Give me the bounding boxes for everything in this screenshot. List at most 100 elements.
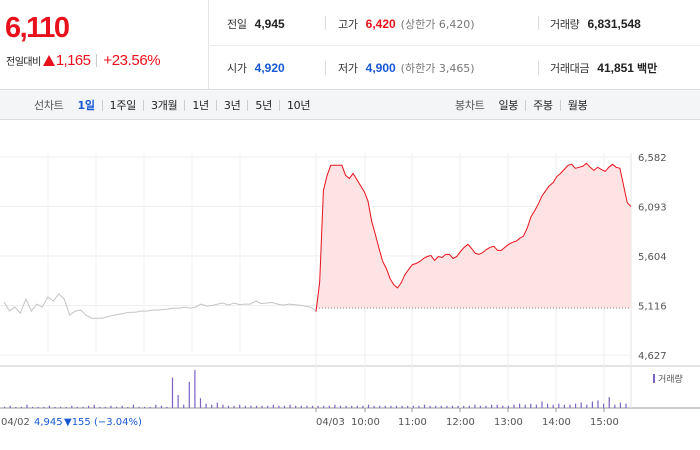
volume-bar <box>261 405 263 408</box>
stat-value: 4,900 <box>365 60 396 75</box>
stat-value: 41,851 <box>597 60 634 75</box>
candle-option-0[interactable]: 일봉 <box>498 99 519 112</box>
period-option-5[interactable]: 5년 <box>255 99 272 112</box>
volume-bar <box>295 405 297 408</box>
volume-bar <box>4 406 6 408</box>
volume-bar <box>468 405 470 408</box>
stat-label: 고가 <box>338 17 358 31</box>
candle-option-2[interactable]: 월봉 <box>567 99 588 112</box>
volume-bar <box>43 406 45 408</box>
period-option-1[interactable]: 1주일 <box>109 99 137 112</box>
volume-bar <box>48 405 50 408</box>
volume-bar <box>563 404 565 408</box>
volume-bar <box>233 405 235 408</box>
volume-bar <box>323 405 325 408</box>
price-area-fill <box>316 163 631 312</box>
volume-bar <box>552 404 554 408</box>
volume-bar <box>541 401 543 408</box>
volume-bar <box>65 406 67 408</box>
volume-bar <box>194 370 196 408</box>
volume-bar <box>619 402 621 408</box>
volume-bar <box>155 404 157 408</box>
y-tick-label: 4,627 <box>638 351 667 362</box>
volume-bar <box>474 404 476 408</box>
volume-bar <box>15 406 17 408</box>
divider <box>247 99 249 111</box>
y-tick-label: 6,093 <box>638 203 667 214</box>
volume-bar <box>116 406 118 408</box>
stat-unit: 백만 <box>636 61 658 75</box>
volume-bar <box>446 405 448 408</box>
volume-bar <box>177 395 179 408</box>
line-chart-periods: 선차트 1일 1주일 3개월 1년 3년 5년 10년 <box>34 90 310 120</box>
current-price-box: 6,110 전일대비 1,165 +23.56% <box>0 0 209 90</box>
divider <box>210 45 700 46</box>
candle-option-1[interactable]: 주봉 <box>533 99 553 112</box>
volume-bar <box>20 406 22 408</box>
volume-bar <box>54 406 56 408</box>
price-change: 전일대비 1,165 +23.56% <box>6 52 161 69</box>
stat-value: 6,420 <box>365 16 396 31</box>
volume-bar <box>199 398 202 408</box>
stat-low: 저가 4,900 (하한가 3,465) <box>338 45 475 90</box>
upper-limit: (상한가 6,420) <box>400 17 475 31</box>
volume-bar <box>104 406 106 408</box>
period-option-6[interactable]: 10년 <box>286 99 311 112</box>
volume-bar <box>345 405 347 408</box>
volume-bar <box>423 404 426 408</box>
divider <box>538 61 539 75</box>
volume-bar <box>26 404 28 408</box>
period-option-0[interactable]: 1일 <box>77 99 95 112</box>
volume-bar <box>390 405 392 408</box>
volume-bar <box>491 404 493 408</box>
divider <box>215 99 217 111</box>
divider <box>525 99 527 111</box>
divider <box>143 99 144 111</box>
volume-bar <box>132 404 134 408</box>
x-tick-label: 11:00 <box>398 417 427 428</box>
volume-bar <box>507 405 509 408</box>
stat-value: 4,945 <box>254 16 285 31</box>
candle-chart-periods: 봉차트 일봉 주봉 월봉 <box>455 90 588 120</box>
candle-chart-label: 봉차트 <box>455 99 485 112</box>
volume-bar <box>334 404 336 408</box>
volume-bar <box>306 405 308 408</box>
divider <box>559 99 561 111</box>
period-option-2[interactable]: 3개월 <box>151 99 178 112</box>
volume-bar <box>110 405 112 408</box>
stat-volume: 거래량 6,831,548 <box>550 1 641 46</box>
price-line <box>315 162 632 312</box>
period-option-4[interactable]: 3년 <box>223 99 241 112</box>
volume-bar <box>547 403 549 408</box>
volume-bar <box>93 404 95 408</box>
volume-bar <box>171 377 174 408</box>
volume-bar <box>412 405 414 408</box>
stat-label: 저가 <box>338 61 358 75</box>
volume-bar <box>138 406 140 408</box>
volume-bar <box>160 405 162 408</box>
volume-bar <box>183 404 185 408</box>
volume-bar <box>530 403 532 408</box>
change-rate: +23.56% <box>103 52 161 69</box>
price-header: 6,110 전일대비 1,165 +23.56% 전일 4,945 고가 6,4… <box>0 0 700 90</box>
volume-bar <box>625 403 627 408</box>
volume-bar <box>32 406 34 408</box>
volume-bar <box>76 406 78 408</box>
volume-bar <box>440 405 442 408</box>
volume-bar <box>524 404 526 408</box>
volume-bar <box>300 405 302 408</box>
divider <box>325 16 326 30</box>
volume-bar <box>608 397 610 408</box>
divider <box>184 99 186 111</box>
volume-bar <box>519 403 521 408</box>
prev-day-close: 4,945 <box>34 417 63 428</box>
stat-value: 4,920 <box>254 60 285 75</box>
stat-label: 시가 <box>227 61 247 75</box>
volume-bar <box>88 405 90 408</box>
volume-bar <box>255 405 258 408</box>
volume-bar <box>289 404 291 408</box>
volume-bar <box>591 401 593 408</box>
volume-bar <box>227 405 230 408</box>
volume-bar <box>188 381 190 408</box>
period-option-3[interactable]: 1년 <box>192 99 209 112</box>
